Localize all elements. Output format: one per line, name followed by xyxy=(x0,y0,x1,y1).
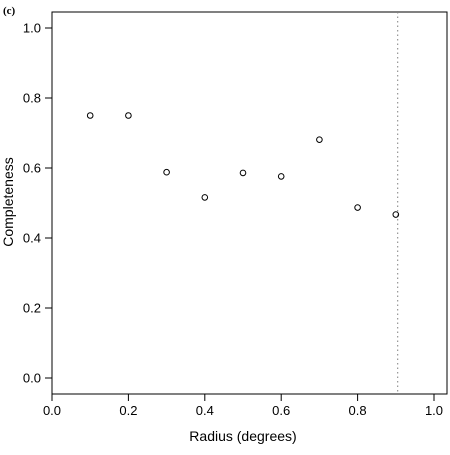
data-point xyxy=(354,204,361,211)
plot-area-frame xyxy=(51,11,448,395)
panel-label: (c) xyxy=(3,5,16,17)
x-tick-label: 0.4 xyxy=(196,403,214,418)
y-tick-label: 0.4 xyxy=(23,231,41,246)
x-tick-label: 0.8 xyxy=(349,403,367,418)
data-point xyxy=(125,112,132,119)
x-tick-label: 0.2 xyxy=(119,403,137,418)
y-tick-label: 1.0 xyxy=(23,21,41,36)
data-point xyxy=(239,169,247,177)
x-axis-label: Radius (degrees) xyxy=(189,428,296,444)
data-point xyxy=(392,211,400,218)
y-tick-label: 0.6 xyxy=(23,161,41,176)
y-axis-label: Completeness xyxy=(0,157,16,247)
y-tick-label: 0.8 xyxy=(23,91,41,106)
data-point xyxy=(201,194,209,201)
data-point xyxy=(316,136,323,143)
data-point xyxy=(86,112,94,119)
y-tick-label: 0.2 xyxy=(23,301,41,316)
y-tick-label: 0.0 xyxy=(23,371,41,386)
y-axis: 0.0 0.2 0.4 0.6 0.8 1.0 xyxy=(23,21,52,386)
x-tick-label: 0.6 xyxy=(272,403,290,418)
x-axis: 0.0 0.2 0.4 0.6 0.8 1.0 xyxy=(43,394,443,418)
x-tick-label: 0.0 xyxy=(43,403,61,418)
data-point xyxy=(277,173,285,180)
data-point xyxy=(163,168,170,176)
x-tick-label: 1.0 xyxy=(425,403,443,418)
data-points xyxy=(86,112,400,218)
